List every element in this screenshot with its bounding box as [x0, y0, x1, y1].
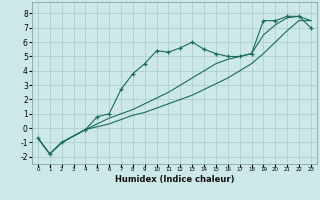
X-axis label: Humidex (Indice chaleur): Humidex (Indice chaleur) — [115, 175, 234, 184]
